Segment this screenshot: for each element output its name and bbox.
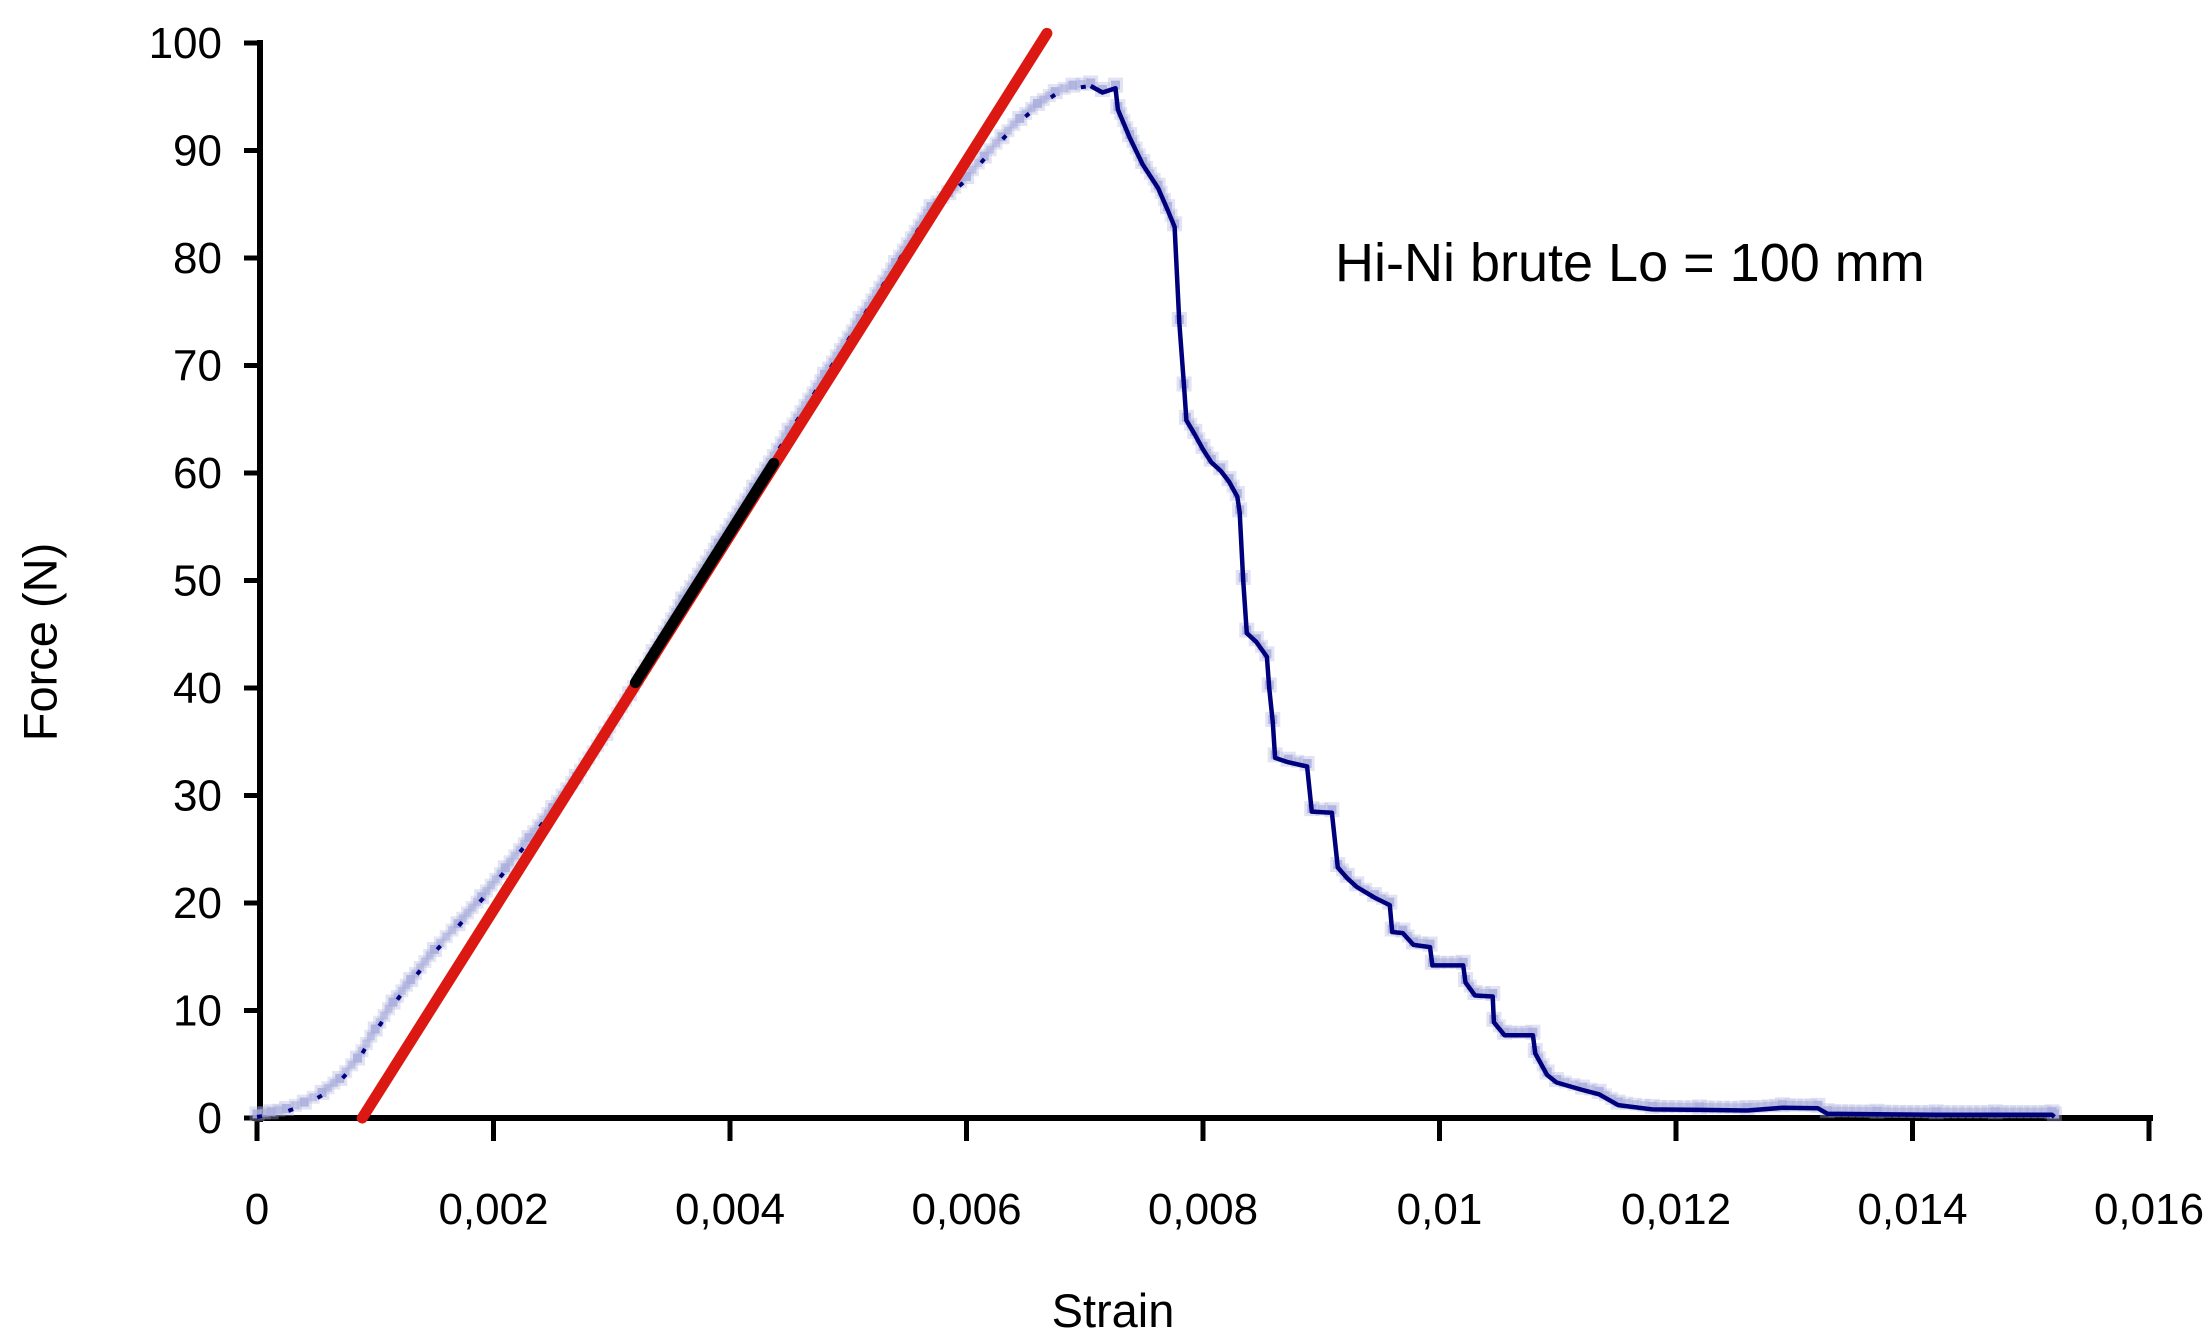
y-tick-label: 0	[198, 1094, 222, 1143]
x-tick-label: 0,006	[911, 1185, 1021, 1234]
y-tick-label: 10	[173, 987, 222, 1036]
fit-region-segment	[629, 457, 780, 689]
x-tick-label: 0	[245, 1185, 269, 1234]
y-tick-label: 50	[173, 557, 222, 606]
y-tick-label: 60	[173, 449, 222, 498]
x-tick-label: 0,004	[675, 1185, 785, 1234]
y-tick-label: 40	[173, 664, 222, 713]
y-tick-label: 80	[173, 234, 222, 283]
curve-line-descent	[1089, 84, 2056, 1119]
y-axis-title: Force (N)	[13, 542, 67, 742]
y-tick-label: 30	[173, 772, 222, 821]
y-tick-label: 100	[149, 19, 222, 68]
x-tick-label: 0,014	[1857, 1185, 1967, 1234]
chart-title: Hi-Ni brute Lo = 100 mm	[1335, 233, 1925, 293]
x-axis-title: Strain	[1051, 1284, 1175, 1337]
y-tick-label: 70	[173, 342, 222, 391]
curve-line-rise	[256, 84, 1091, 1119]
x-tick-label: 0,008	[1148, 1185, 1258, 1234]
x-tick-label: 0,002	[438, 1185, 548, 1234]
x-tick-label: 0,012	[1621, 1185, 1731, 1234]
y-tick-label: 20	[173, 879, 222, 928]
y-tick-label: 90	[173, 127, 222, 176]
x-tick-label: 0,016	[2094, 1185, 2204, 1234]
x-tick-label: 0,01	[1397, 1185, 1483, 1234]
